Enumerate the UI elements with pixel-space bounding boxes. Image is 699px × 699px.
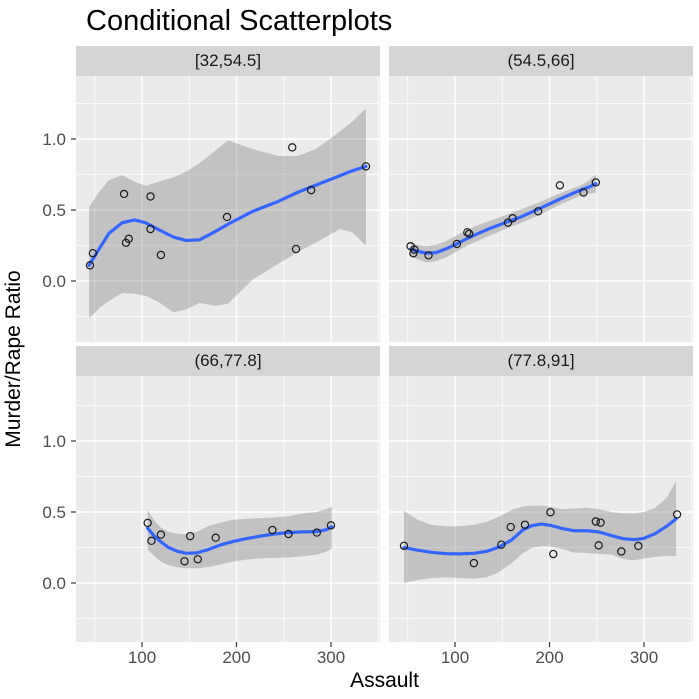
x-tick-label: 100 — [128, 648, 156, 667]
data-point — [506, 522, 515, 532]
data-point — [147, 536, 156, 546]
y-tick-label: 0.5 — [42, 503, 66, 522]
data-point — [497, 540, 506, 549]
x-tick-label: 300 — [317, 648, 345, 667]
data-point — [180, 557, 189, 566]
data-point — [591, 178, 601, 187]
data-point — [124, 234, 133, 244]
data-point — [326, 521, 336, 530]
facet-panel-2 — [389, 76, 693, 342]
y-tick-label: 1.0 — [42, 432, 66, 451]
x-tick-label: 300 — [630, 648, 658, 667]
data-point — [591, 517, 601, 526]
y-tick-label: 1.0 — [42, 130, 66, 149]
x-tick-label: 200 — [535, 648, 563, 667]
data-point — [464, 229, 474, 238]
data-point — [361, 162, 371, 171]
facet-strip-4: (77.8,91] — [389, 346, 693, 376]
data-point — [469, 558, 479, 568]
data-point — [424, 251, 433, 260]
x-tick-label: 200 — [222, 648, 250, 667]
panel-background — [76, 376, 380, 642]
x-tick-label: 100 — [441, 648, 469, 667]
data-point — [410, 245, 419, 254]
data-point — [533, 207, 543, 216]
confidence-ribbon — [403, 480, 677, 583]
data-point — [520, 520, 530, 529]
data-point — [146, 224, 155, 234]
panel-background — [389, 376, 693, 642]
data-point — [617, 547, 626, 556]
y-axis-title: Murder/Rape Ratio — [2, 270, 25, 448]
data-point — [88, 248, 98, 258]
data-point — [399, 541, 409, 551]
data-point — [291, 244, 301, 254]
facet-strip-2: (54.5,66] — [389, 46, 693, 76]
data-point — [596, 518, 605, 527]
data-point — [288, 143, 297, 152]
data-point — [594, 541, 603, 550]
facet-panel-1 — [76, 76, 380, 342]
data-point — [146, 192, 155, 201]
smooth-line — [146, 525, 334, 555]
data-point — [409, 249, 418, 258]
data-point — [672, 510, 682, 519]
y-tick-label: 0.0 — [42, 272, 66, 291]
plot-title: Conditional Scatterplots — [86, 5, 393, 37]
data-point — [156, 250, 166, 260]
data-point — [119, 189, 129, 199]
data-point — [546, 508, 555, 517]
data-point — [312, 528, 322, 537]
y-tick-label: 0.5 — [42, 201, 66, 220]
smooth-line — [402, 517, 678, 556]
data-point — [85, 261, 95, 270]
data-point — [268, 525, 277, 535]
panel-background — [76, 76, 380, 342]
data-point — [452, 239, 462, 249]
data-point — [634, 541, 643, 551]
y-tick-label: 0.0 — [42, 574, 66, 593]
data-point — [284, 529, 293, 539]
data-point — [222, 212, 232, 222]
smooth-line — [408, 182, 598, 255]
data-point — [306, 185, 316, 195]
data-point — [185, 531, 195, 541]
data-point — [555, 181, 565, 190]
data-point — [156, 530, 166, 539]
facet-strip-1: [32,54.5] — [76, 46, 380, 76]
facet-panel-4 — [389, 376, 693, 642]
data-point — [549, 549, 558, 559]
x-axis-title: Assault — [350, 669, 419, 692]
data-point — [211, 533, 220, 542]
axes: 100 200 300 100 200 300 1.0 0.5 0.0 1.0 0.5 0.0 — [42, 130, 658, 667]
data-point — [579, 188, 588, 197]
data-point — [503, 218, 513, 227]
data-point — [463, 228, 472, 237]
smooth-line — [87, 164, 368, 267]
data-point — [193, 555, 202, 564]
facet-strip-3: (66,77.8] — [76, 346, 380, 376]
data-point — [143, 518, 152, 528]
facet-panel-3 — [76, 376, 380, 642]
data-point — [508, 214, 517, 223]
